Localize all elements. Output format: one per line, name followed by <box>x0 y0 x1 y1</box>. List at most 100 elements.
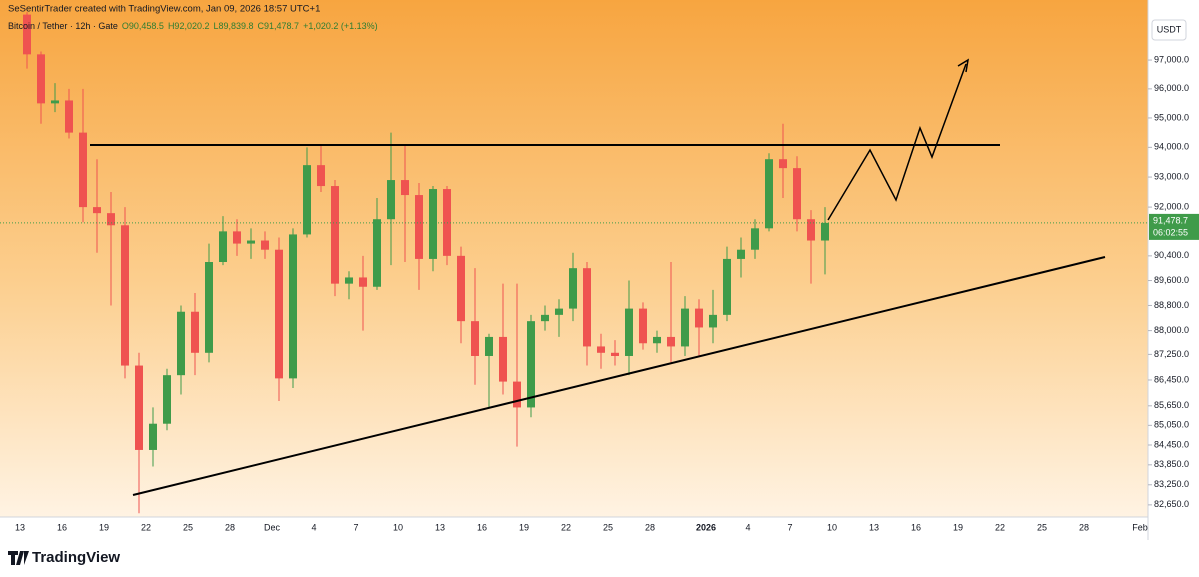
candle-body <box>499 336 507 382</box>
y-tick-label: 96,000.0 <box>1154 83 1189 93</box>
x-tick-label: 16 <box>57 522 67 532</box>
candle-body <box>303 165 311 235</box>
candle-body <box>401 180 409 196</box>
change: +1,020.2 (+1.13%) <box>303 21 378 31</box>
candle-body <box>737 249 745 259</box>
time-axis <box>0 517 1148 577</box>
candle-body <box>429 189 437 259</box>
candle-body <box>93 207 101 214</box>
x-tick-label: 28 <box>1079 522 1089 532</box>
credit: SeSentirTrader created with TradingView.… <box>8 4 320 15</box>
y-tick-label: 92,000.0 <box>1154 201 1189 211</box>
candle-body <box>723 258 731 315</box>
candle-body <box>541 314 549 322</box>
x-tick-label: 16 <box>477 522 487 532</box>
y-tick-label: 84,450.0 <box>1154 439 1189 449</box>
candle-body <box>261 240 269 250</box>
x-tick-label: 25 <box>183 522 193 532</box>
candle-body <box>289 234 297 379</box>
y-tick-label: 85,050.0 <box>1154 420 1189 430</box>
currency[interactable]: USDT <box>1157 24 1182 34</box>
ohlc: O90,458.5 <box>122 21 164 31</box>
x-tick-label: 10 <box>393 522 403 532</box>
candle-body <box>471 321 479 356</box>
candle-body <box>709 314 717 328</box>
candle-body <box>373 219 381 287</box>
candle-body <box>219 231 227 263</box>
candle-body <box>485 336 493 356</box>
symbol-info: Bitcoin / Tether · 12h · Gate O90,458.5 H9… <box>8 21 378 31</box>
y-tick-label: 94,000.0 <box>1154 142 1189 152</box>
price-axis <box>1148 0 1199 577</box>
x-tick-label: 4 <box>311 522 316 532</box>
candle-body <box>177 311 185 376</box>
y-tick-label: 88,000.0 <box>1154 325 1189 335</box>
x-tick-label: 25 <box>1037 522 1047 532</box>
candle-body <box>65 100 73 133</box>
last-price-label: 91,478.7 <box>1153 215 1188 225</box>
countdown: 06:02:55 <box>1153 227 1188 237</box>
x-tick-label: 25 <box>603 522 613 532</box>
candle-body <box>625 308 633 356</box>
candle-body <box>247 240 255 244</box>
candle-body <box>569 268 577 309</box>
candle-body <box>457 255 465 322</box>
candle-body <box>37 54 45 104</box>
projection-path <box>827 63 967 221</box>
candle-body <box>555 308 563 315</box>
candle-body <box>653 336 661 344</box>
x-tick-label: 2026 <box>696 522 716 532</box>
x-tick-label: Feb <box>1132 522 1148 532</box>
candle-body <box>359 277 367 287</box>
x-tick-label: 22 <box>141 522 151 532</box>
candle-body <box>345 277 353 284</box>
y-tick-label: 82,650.0 <box>1154 499 1189 509</box>
x-tick-label: 22 <box>561 522 571 532</box>
y-tick-label: 85,650.0 <box>1154 400 1189 410</box>
ohlc: H92,020.2 <box>168 21 210 31</box>
x-tick-label: 28 <box>645 522 655 532</box>
candle-body <box>667 336 675 347</box>
currency-box[interactable] <box>1151 19 1187 41</box>
candle-body <box>793 168 801 220</box>
x-tick-label: 22 <box>995 522 1005 532</box>
x-tick-label: 10 <box>827 522 837 532</box>
candle-body <box>387 180 395 220</box>
candle-body <box>191 311 199 353</box>
y-tick-label: 86,450.0 <box>1154 374 1189 384</box>
y-tick-label: 83,850.0 <box>1154 459 1189 469</box>
x-tick-label: 7 <box>353 522 358 532</box>
y-tick-label: 97,000.0 <box>1154 54 1189 64</box>
x-tick-label: 13 <box>435 522 445 532</box>
candle-body <box>821 222 829 241</box>
candle-body <box>513 381 521 408</box>
candle-body <box>107 213 115 226</box>
candle-body <box>233 231 241 244</box>
candle-body <box>205 262 213 353</box>
candle-body <box>415 195 423 259</box>
y-tick-label: 95,000.0 <box>1154 112 1189 122</box>
x-tick-label: Dec <box>264 522 281 532</box>
candle-body <box>79 132 87 208</box>
drawings <box>90 58 1106 496</box>
candle-body <box>611 352 619 356</box>
x-tick-label: 16 <box>911 522 921 532</box>
y-tick-label: 93,000.0 <box>1154 171 1189 181</box>
x-tick-label: 19 <box>519 522 529 532</box>
candle-body <box>597 346 605 353</box>
brand-name: TradingView <box>32 549 120 566</box>
candle-body <box>779 159 787 169</box>
candle-body <box>639 308 647 344</box>
x-tick-label: 4 <box>745 522 750 532</box>
candle-body <box>51 100 59 104</box>
symbol: Bitcoin / Tether · 12h · Gate <box>8 21 118 31</box>
x-tick-label: 13 <box>869 522 879 532</box>
logo <box>8 551 29 565</box>
y-tick-label: 88,800.0 <box>1154 300 1189 310</box>
plot-background <box>0 0 1148 517</box>
x-tick-label: 13 <box>15 522 25 532</box>
y-tick-label: 83,250.0 <box>1154 479 1189 489</box>
candle-body <box>149 423 157 450</box>
y-tick-label: 90,400.0 <box>1154 250 1189 260</box>
candle-body <box>331 186 339 284</box>
